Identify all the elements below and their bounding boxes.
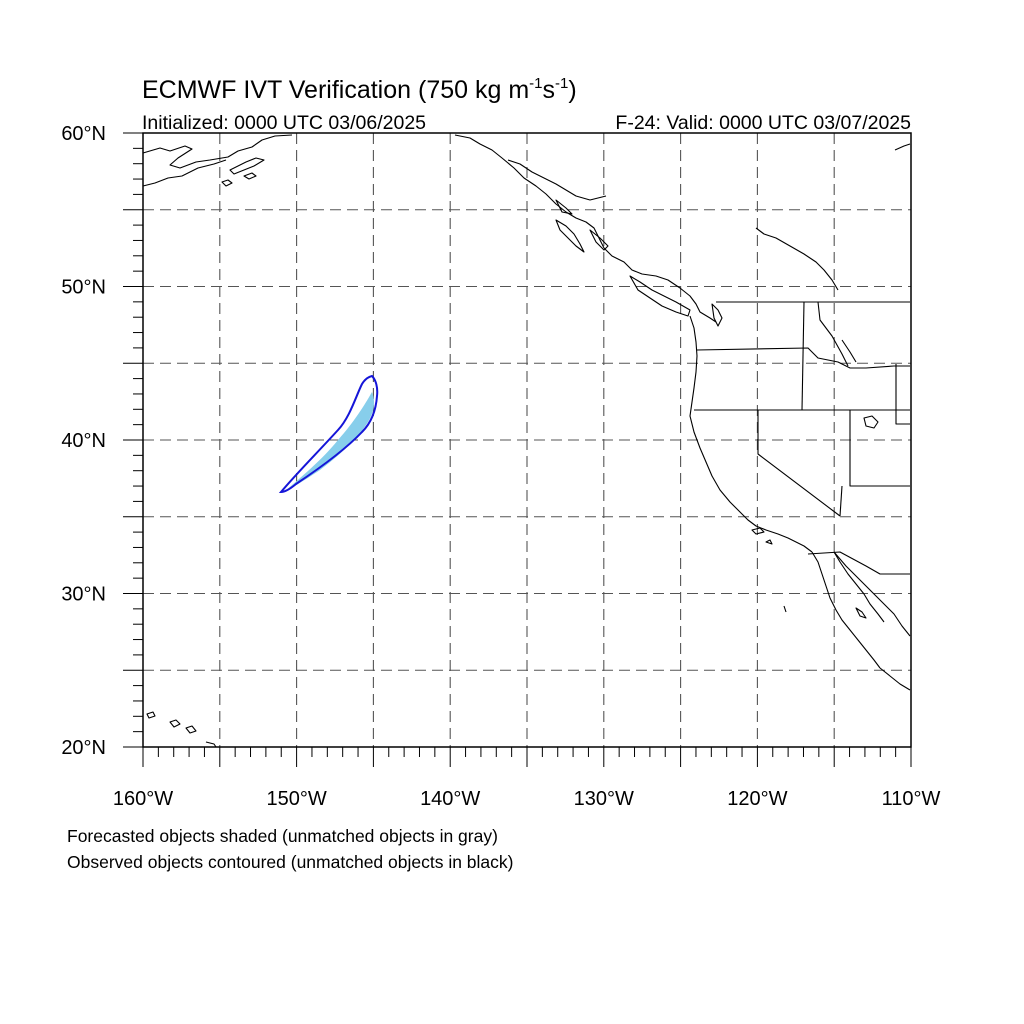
axis-ticks [123, 132, 912, 767]
lon-label: 150°W [266, 788, 326, 810]
lat-label: 30°N [61, 584, 106, 606]
lat-label: 60°N [61, 123, 106, 145]
forecast-ivt-object [284, 392, 375, 492]
lat-label: 40°N [61, 430, 106, 452]
lat-label: 20°N [61, 737, 106, 759]
legend-observed-note: Observed objects contoured (unmatched ob… [67, 852, 514, 872]
longitude-labels: 160°W 150°W 140°W 130°W 120°W 110°W [113, 788, 941, 810]
map-title: ECMWF IVT Verification (750 kg m-1s-1) [142, 75, 577, 104]
lon-label: 120°W [727, 788, 787, 810]
legend-forecast-note: Forecasted objects shaded (unmatched obj… [67, 826, 498, 846]
lon-label: 110°W [882, 788, 941, 810]
valid-label: F-24: Valid: 0000 UTC 03/07/2025 [615, 112, 911, 134]
lat-label: 50°N [61, 277, 106, 299]
lon-label: 160°W [113, 788, 173, 810]
coastlines [142, 134, 911, 748]
lon-label: 140°W [420, 788, 480, 810]
latitude-labels: 60°N 50°N 40°N 30°N 20°N [61, 123, 106, 759]
observed-ivt-contour [278, 374, 379, 494]
grid-lines [143, 133, 911, 747]
initialized-label: Initialized: 0000 UTC 03/06/2025 [142, 112, 426, 134]
lon-label: 130°W [574, 788, 634, 810]
